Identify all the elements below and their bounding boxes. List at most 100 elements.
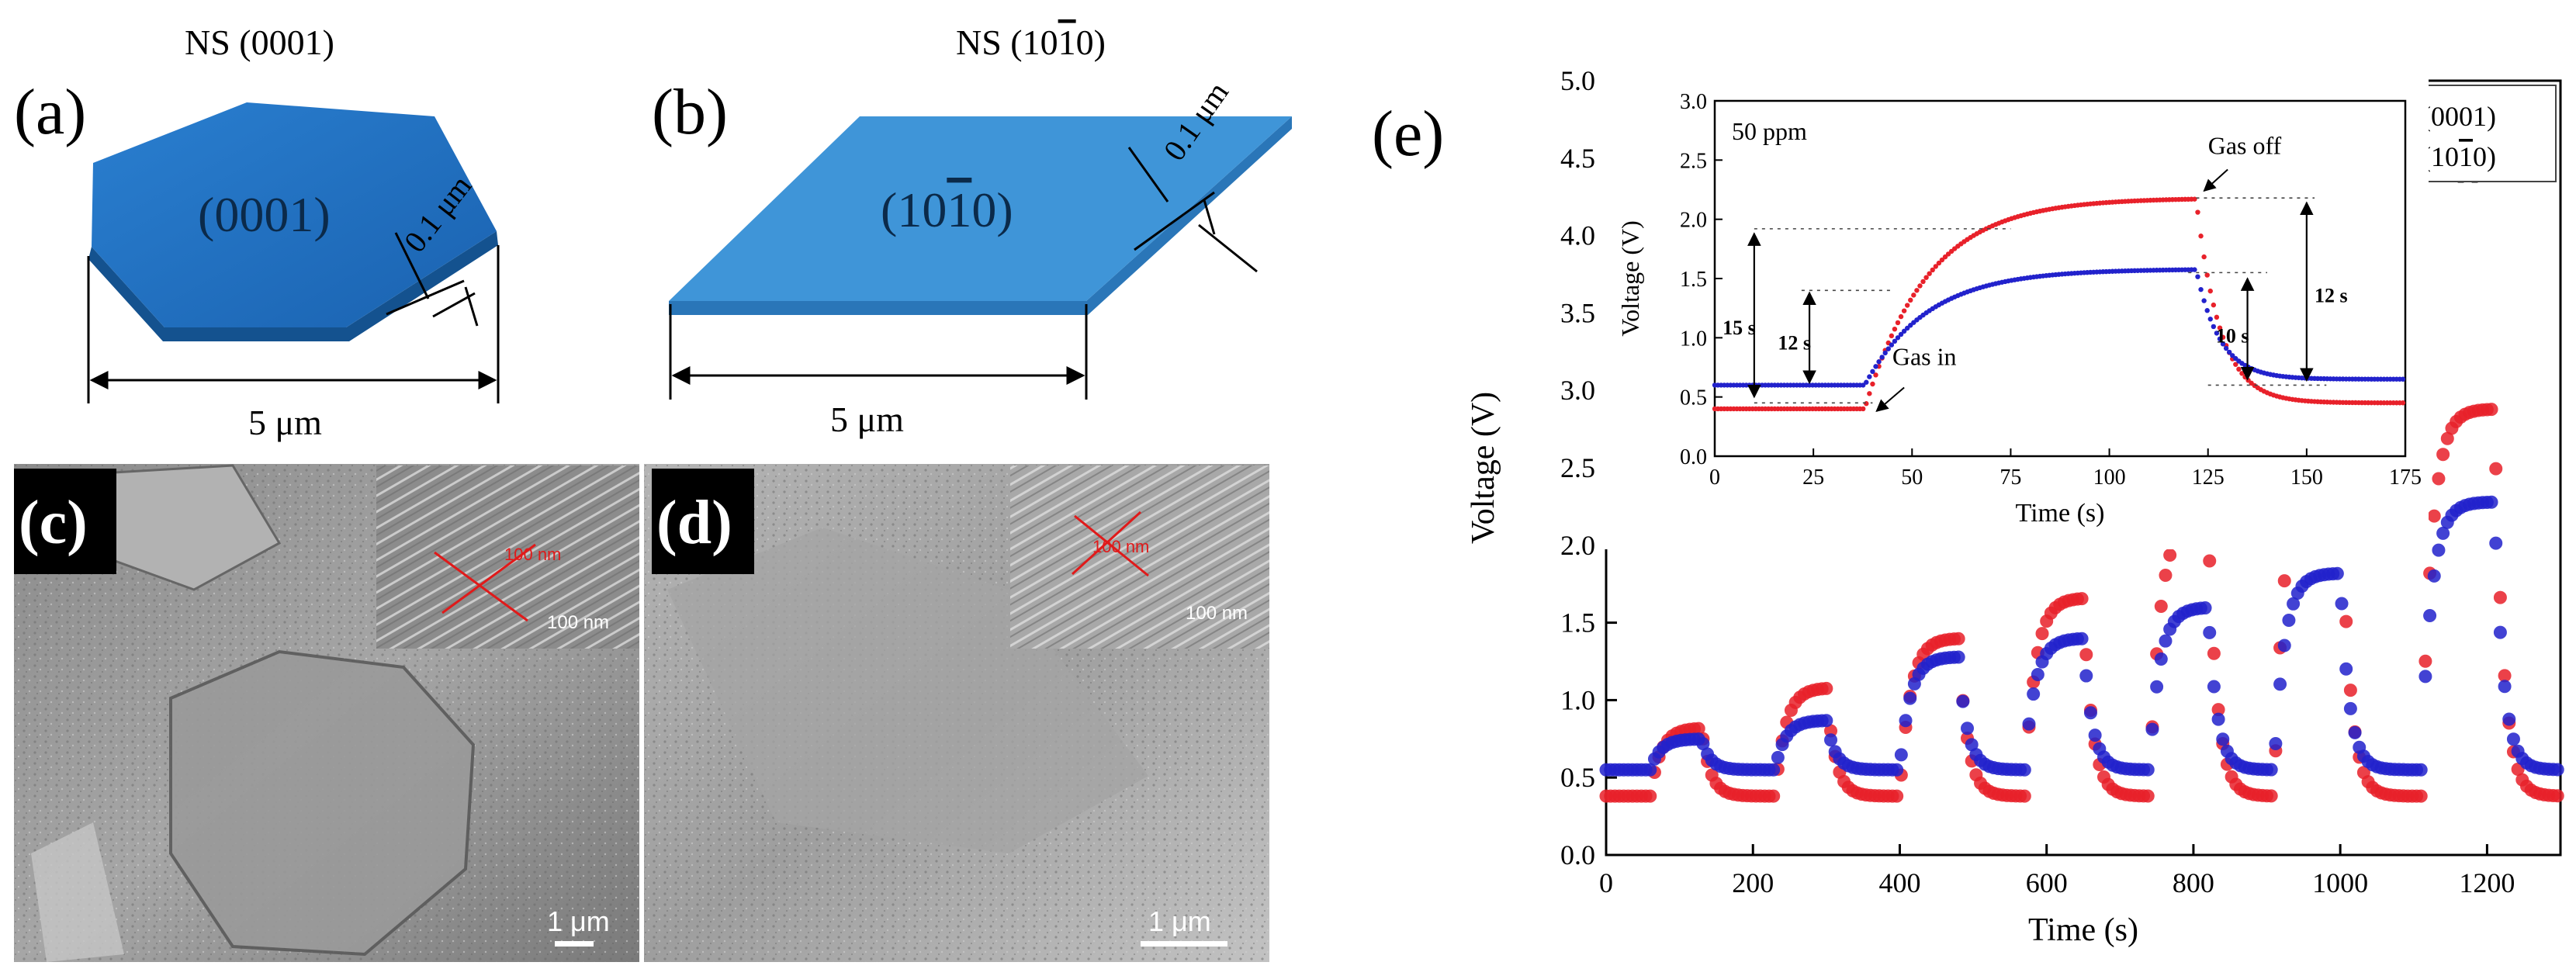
width-label-a: 5 μm <box>248 403 322 442</box>
data-point <box>2432 543 2446 557</box>
inset-data-point <box>2214 314 2220 320</box>
x-tick-label: 400 <box>1878 867 1920 898</box>
data-point <box>2489 536 2503 550</box>
data-point <box>2207 646 2221 660</box>
inset-measure-d: 100 nm <box>1092 537 1149 556</box>
data-point <box>2348 725 2362 739</box>
gas-in-label: Gas in <box>1892 342 1957 370</box>
width-label-b: 5 μm <box>830 400 904 439</box>
inset-y-tick-label: 2.5 <box>1680 149 1707 173</box>
data-point <box>2335 597 2349 611</box>
inset-x-tick-label: 150 <box>2290 466 2323 490</box>
panel-d-label-bg <box>652 469 754 574</box>
data-point <box>2423 608 2437 622</box>
y-tick-label: 4.5 <box>1560 143 1595 174</box>
inset-title: 50 ppm <box>1732 117 1807 145</box>
data-point <box>1956 694 1970 708</box>
x-tick-label: 1200 <box>2459 867 2515 898</box>
panel-b: (b) NS (1010) (1010) 0.1 μm 5 μm <box>652 22 1292 439</box>
data-point <box>1819 714 1833 728</box>
data-point <box>1899 714 1913 728</box>
sem-ridge-d <box>667 528 1148 853</box>
data-point <box>1951 650 1965 664</box>
inset-data-point <box>2230 353 2235 358</box>
y-tick-label: 3.5 <box>1560 297 1595 328</box>
data-point <box>1767 763 1781 777</box>
data-point <box>1961 722 1975 735</box>
inset-data-point <box>1873 372 1878 378</box>
inset-data-point <box>1870 369 1875 375</box>
x-tick-label: 0 <box>1599 867 1613 898</box>
inset-data-point <box>2400 400 2406 406</box>
x-tick-label: 200 <box>1732 867 1774 898</box>
sem-grain-c <box>169 649 476 957</box>
data-point <box>2207 680 2221 694</box>
data-point <box>2277 639 2291 652</box>
inset-data-point <box>1867 374 1872 379</box>
data-point <box>2264 763 2278 777</box>
inset-data-point <box>1908 297 1913 303</box>
crystal-a-side <box>88 231 498 341</box>
gas-off-label: Gas off <box>2208 132 2282 160</box>
data-point <box>2493 625 2507 639</box>
inset-data-point <box>2226 349 2232 355</box>
data-point <box>1643 789 1657 803</box>
inset-data-point <box>1892 338 1898 344</box>
data-point <box>2141 789 2155 803</box>
inset-y-tick-label: 1.5 <box>1680 268 1707 292</box>
data-point <box>2145 722 2159 736</box>
y-tick-label: 1.5 <box>1560 607 1595 639</box>
data-point <box>2141 763 2155 777</box>
inset-y-tick-label: 0.0 <box>1680 445 1707 469</box>
data-point <box>1771 750 1785 764</box>
inset-data-point <box>2214 331 2220 336</box>
panel-b-title: NS (1010) <box>956 22 1106 62</box>
inset-y-tick-label: 0.5 <box>1680 386 1707 410</box>
inset-series-ns-1010 <box>1712 267 2406 388</box>
inset-data-point <box>1889 342 1895 348</box>
inset-data-point <box>1861 406 1866 412</box>
inset-x-tick-label: 175 <box>2389 466 2422 490</box>
inset-data-point <box>1904 325 1910 331</box>
inset-data-point <box>2201 298 2207 303</box>
data-point <box>2083 706 2097 720</box>
inset-data-point <box>1879 355 1885 360</box>
data-point <box>2502 712 2516 726</box>
inset-data-point <box>2233 362 2238 367</box>
inset-data-point <box>1898 313 1904 320</box>
y-tick-label: 4.0 <box>1560 220 1595 251</box>
inset-data-point <box>2192 267 2197 272</box>
inset-x-tick-label: 0 <box>1709 466 1720 490</box>
data-point <box>2339 614 2353 628</box>
inset-data-point <box>1942 254 1948 260</box>
panel-e: (e) 0 200 400 600 800 1000 12000.00.51.01.52.0… <box>1372 65 2564 948</box>
inset-data-point <box>2207 288 2213 294</box>
inset-x-tick-label: 75 <box>2000 466 2021 490</box>
data-point <box>2017 789 2031 803</box>
inset-x-tick-label: 100 <box>2093 466 2126 490</box>
data-point <box>2282 613 2296 627</box>
data-point <box>2498 680 2512 694</box>
panel-a: (a) NS (0001) (0001) 0.1 μm 5 μm <box>14 22 500 442</box>
inset-data-point <box>1927 271 1932 276</box>
data-point <box>2075 632 2089 645</box>
y-tick-label: 2.0 <box>1560 530 1595 561</box>
data-point <box>2159 569 2173 583</box>
data-point <box>2506 732 2520 746</box>
data-point <box>2269 736 2283 750</box>
data-point <box>2427 509 2441 523</box>
panel-d-label: (d) <box>656 489 732 557</box>
data-point <box>2079 669 2093 683</box>
data-point <box>1767 789 1781 803</box>
data-point <box>1951 632 1965 645</box>
data-point <box>2550 789 2564 803</box>
inset-data-point <box>2211 324 2217 330</box>
inset-x-axis-label: Time (s) <box>2016 499 2105 528</box>
inset-data-point <box>2211 302 2217 308</box>
data-point <box>2163 548 2177 562</box>
panel-c: 100 nm 100 nm (c) 1 μm <box>14 464 639 962</box>
y-tick-label: 1.0 <box>1560 684 1595 715</box>
rise-time-0001: 15 s <box>1723 317 1756 339</box>
x-tick-label: 1000 <box>2312 867 2368 898</box>
inset-data-point <box>2236 366 2242 372</box>
